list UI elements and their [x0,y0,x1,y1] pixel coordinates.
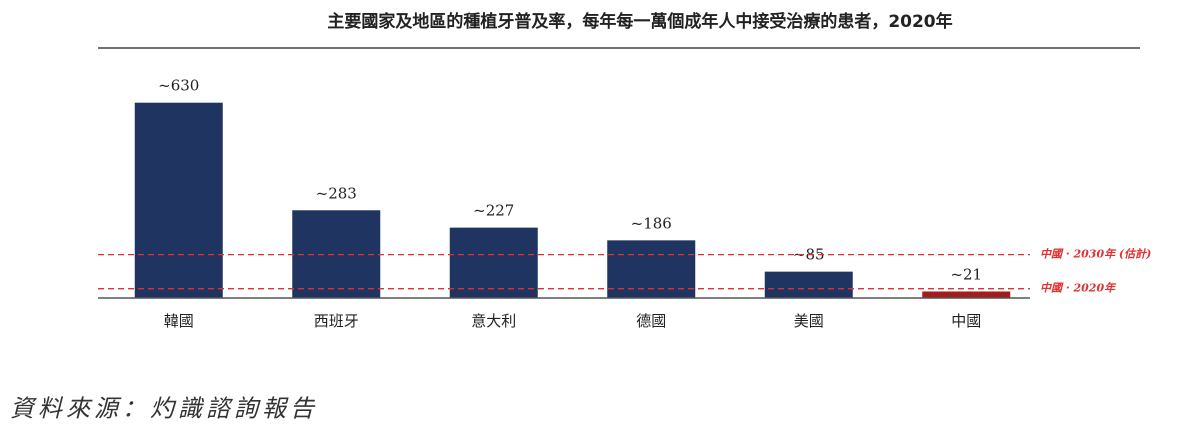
x-tick-label: 中國 [951,312,981,330]
reference-label: 中國 · 2030年 (估計) [1040,248,1151,261]
x-tick-label: 德國 [636,312,666,330]
value-label: ~630 [158,77,199,95]
value-label: ~283 [316,184,357,202]
bar [607,240,696,298]
chart-title: 主要國家及地區的種植牙普及率，每年每一萬個成年人中接受治療的患者，2020年 [327,11,952,32]
reference-label: 中國 · 2020年 [1040,282,1117,295]
x-tick-label: 西班牙 [314,312,359,330]
bar [449,227,538,298]
value-label: ~227 [473,202,514,220]
value-label: ~21 [950,265,982,283]
x-tick-label: 意大利 [471,312,516,330]
bar [134,102,223,298]
bar [764,271,853,298]
x-tick-label: 韓國 [164,312,194,330]
bar [922,291,1011,298]
bar [292,210,381,298]
x-tick-label: 美國 [794,312,824,330]
value-label: ~186 [631,214,672,232]
source-note: 資料來源：灼識諮詢報告 [10,395,318,423]
